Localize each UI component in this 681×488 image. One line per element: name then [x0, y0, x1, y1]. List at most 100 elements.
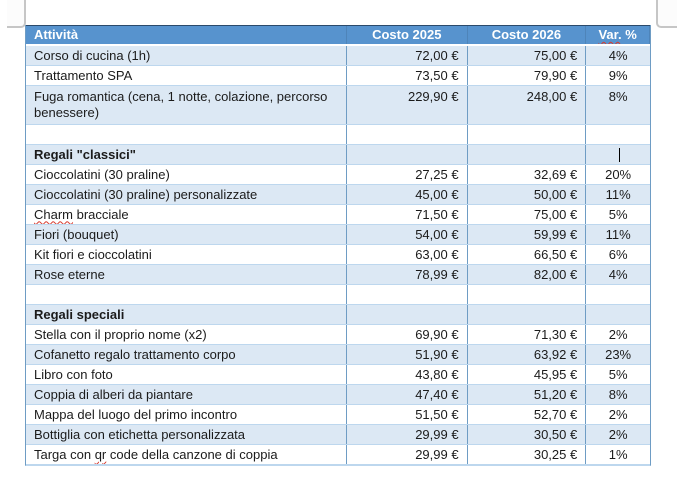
header-cost2026[interactable]: Costo 2026 [468, 26, 587, 44]
header-cost2025[interactable]: Costo 2025 [347, 26, 468, 44]
cell-name[interactable]: Stella con il proprio nome (x2) [26, 325, 347, 344]
cell-var[interactable]: 2% [586, 425, 650, 444]
cell-text: 8% [608, 89, 628, 104]
cell-cost2026[interactable]: 30,50 € [468, 425, 587, 444]
cell-name[interactable] [26, 285, 347, 304]
header-name[interactable]: Attività [26, 26, 347, 44]
cell-text: 32,69 € [533, 166, 578, 182]
cell-cost2026[interactable]: 30,25 € [468, 445, 587, 464]
cell-cost2026[interactable] [468, 285, 587, 304]
cell-cost2025[interactable]: 72,00 € [347, 46, 468, 65]
cell-cost2026[interactable]: 79,90 € [468, 66, 587, 85]
cell-cost2026[interactable]: 71,30 € [468, 325, 587, 344]
cell-name[interactable]: Cioccolatini (30 praline) [26, 165, 347, 184]
cell-name[interactable]: Regali "classici" [26, 145, 347, 164]
cell-cost2026[interactable]: 248,00 € [468, 86, 587, 124]
cell-cost2025[interactable]: 54,00 € [347, 225, 468, 244]
cell-text: Bottiglia con etichetta personalizzata [34, 426, 246, 442]
cell-cost2026[interactable]: 50,00 € [468, 185, 587, 204]
cell-cost2025[interactable]: 51,50 € [347, 405, 468, 424]
cell-var[interactable]: 5% [586, 205, 650, 224]
cell-cost2025[interactable]: 29,99 € [347, 445, 468, 464]
cell-var[interactable]: 8% [586, 385, 650, 404]
cell-var[interactable]: 8% [586, 86, 650, 124]
cell-var[interactable]: 23% [586, 345, 650, 364]
cell-var[interactable]: 2% [586, 405, 650, 424]
cell-cost2025[interactable]: 51,90 € [347, 345, 468, 364]
cell-cost2025[interactable]: 78,99 € [347, 265, 468, 284]
cell-text: 73,50 € [415, 67, 459, 83]
cell-cost2026[interactable]: 45,95 € [468, 365, 587, 384]
cell-name[interactable]: Coppia di alberi da piantare [26, 385, 347, 404]
cell-text: 5% [608, 366, 628, 382]
cell-text: 82,00 € [533, 266, 578, 282]
cell-cost2025[interactable]: 43,80 € [347, 365, 468, 384]
cell-name[interactable]: Trattamento SPA [26, 66, 347, 85]
cell-name[interactable]: Fuga romantica (cena, 1 notte, colazione… [26, 86, 347, 124]
table-row: Corso di cucina (1h) 72,00 € 75,00 € 4% [26, 46, 650, 66]
cell-cost2025[interactable] [347, 305, 468, 324]
cell-cost2026[interactable]: 75,00 € [468, 46, 587, 65]
cell-cost2026[interactable]: 59,99 € [468, 225, 587, 244]
cell-cost2026[interactable]: 52,70 € [468, 405, 587, 424]
cell-text: Rose eterne [34, 266, 105, 282]
cell-cost2026[interactable]: 75,00 € [468, 205, 587, 224]
header-var[interactable]: Var. % [586, 26, 651, 44]
cell-text: Var. % [598, 27, 637, 42]
cell-name[interactable]: Regali speciali [26, 305, 347, 324]
cell-cost2025[interactable]: 63,00 € [347, 245, 468, 264]
cell-cost2025[interactable]: 45,00 € [347, 185, 468, 204]
cell-cost2025[interactable]: 229,90 € [347, 86, 468, 124]
cell-cost2026[interactable]: 32,69 € [468, 165, 587, 184]
cell-name[interactable]: Libro con foto [26, 365, 347, 384]
cell-cost2026[interactable] [468, 125, 587, 144]
cell-name[interactable]: Mappa del luogo del primo incontro [26, 405, 347, 424]
cell-cost2025[interactable]: 27,25 € [347, 165, 468, 184]
cell-text: Cioccolatini (30 praline) [34, 166, 170, 182]
cell-name[interactable]: Bottiglia con etichetta personalizzata [26, 425, 347, 444]
cell-cost2026[interactable]: 51,20 € [468, 385, 587, 404]
cell-var[interactable] [586, 285, 650, 304]
cell-name[interactable]: Corso di cucina (1h) [26, 46, 347, 65]
cell-cost2025[interactable] [347, 285, 468, 304]
cell-cost2025[interactable]: 73,50 € [347, 66, 468, 85]
cell-text: Trattamento SPA [34, 67, 133, 83]
cell-var[interactable]: 6% [586, 245, 650, 264]
cell-cost2025[interactable]: 47,40 € [347, 385, 468, 404]
cell-cost2026[interactable]: 82,00 € [468, 265, 587, 284]
cell-var[interactable]: 11% [586, 185, 650, 204]
cell-name[interactable]: Cofanetto regalo trattamento corpo [26, 345, 347, 364]
cell-cost2026[interactable] [468, 145, 587, 164]
cell-var[interactable]: 9% [586, 66, 650, 85]
cell-var[interactable] [586, 145, 650, 164]
cell-var[interactable]: 5% [586, 365, 650, 384]
empty-row [26, 285, 650, 305]
cell-cost2026[interactable]: 66,50 € [468, 245, 587, 264]
cell-name[interactable]: Cioccolatini (30 praline) personalizzate [26, 185, 347, 204]
cell-var[interactable]: 4% [586, 265, 650, 284]
cell-name[interactable]: Fiori (bouquet) [26, 225, 347, 244]
cell-cost2026[interactable]: 63,92 € [468, 345, 587, 364]
cell-text: 5% [608, 206, 628, 222]
cell-cost2025[interactable] [347, 145, 468, 164]
cell-var[interactable]: 20% [586, 165, 650, 184]
cell-cost2025[interactable]: 71,50 € [347, 205, 468, 224]
cell-var[interactable]: 2% [586, 325, 650, 344]
cell-name[interactable]: Targa con qr code della canzone di coppi… [26, 445, 347, 464]
cell-text: 29,99 € [415, 426, 459, 442]
cell-var[interactable]: 1% [586, 445, 650, 464]
cell-var[interactable] [586, 125, 650, 144]
cell-name[interactable]: Rose eterne [26, 265, 347, 284]
cell-var[interactable]: 11% [586, 225, 650, 244]
cell-name[interactable]: Charm bracciale [26, 205, 347, 224]
cell-cost2026[interactable] [468, 305, 587, 324]
cell-name[interactable] [26, 125, 347, 144]
cell-cost2025[interactable]: 69,90 € [347, 325, 468, 344]
cell-var[interactable]: 4% [586, 46, 650, 65]
cell-cost2025[interactable] [347, 125, 468, 144]
cell-cost2025[interactable]: 29,99 € [347, 425, 468, 444]
cell-name[interactable]: Kit fiori e cioccolatini [26, 245, 347, 264]
cell-text: 29,99 € [415, 446, 459, 462]
cell-var[interactable] [586, 305, 650, 324]
cell-text: Cofanetto regalo trattamento corpo [34, 346, 236, 362]
